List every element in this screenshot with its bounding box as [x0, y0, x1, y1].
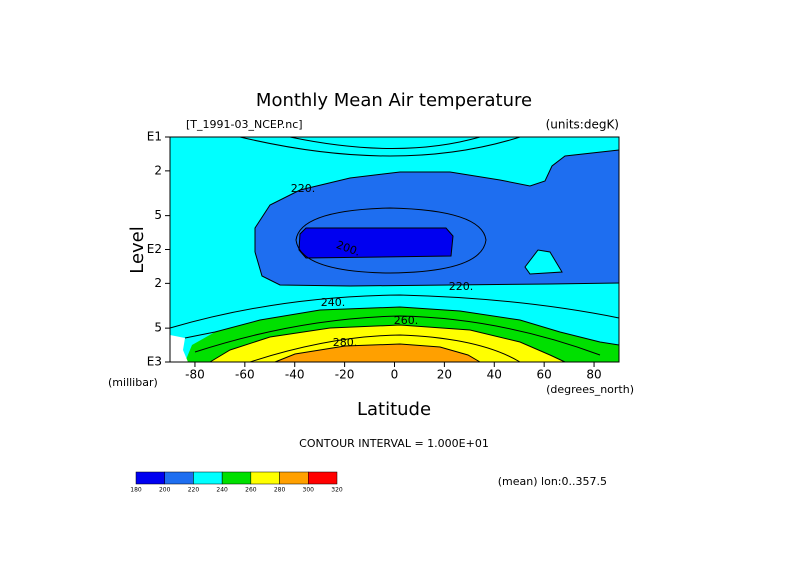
- contour-line: [239, 136, 521, 157]
- colorbar-label: 240: [216, 487, 228, 494]
- colorbar-box: [308, 471, 338, 485]
- contour-line: [194, 315, 601, 356]
- x-tick-label: -80: [185, 368, 205, 382]
- x-tick-label: -40: [285, 368, 305, 382]
- colorbar-label: 220: [188, 487, 200, 494]
- x-axis-label: Latitude: [357, 399, 431, 420]
- colorbar-label: 180: [130, 487, 142, 494]
- y-tick-label: 5: [154, 321, 162, 335]
- contour-fill: [299, 228, 453, 258]
- contour-label: 220.: [291, 182, 316, 195]
- colorbar-box: [250, 471, 280, 485]
- colorbar-label: 320: [331, 487, 343, 494]
- colorbar-box: [279, 471, 309, 485]
- x-tick-label: -20: [335, 368, 355, 382]
- y-tick-label: 2: [154, 163, 162, 177]
- footnote: (mean) lon:0..357.5: [498, 475, 607, 488]
- colorbar-label: 260: [245, 487, 257, 494]
- x-unit: (degrees_north): [546, 383, 634, 396]
- colorbar-box: [193, 471, 223, 485]
- subtitle-left: [T_1991-03_NCEP.nc]: [186, 118, 303, 131]
- y-tick-label: E2: [147, 242, 162, 256]
- x-tick-label: 0: [391, 368, 399, 382]
- colorbar-box: [135, 471, 165, 485]
- contour-line: [169, 294, 620, 329]
- contour-interval: CONTOUR INTERVAL = 1.000E+01: [299, 437, 489, 450]
- x-tick-label: -60: [235, 368, 255, 382]
- x-tick-label: 40: [487, 368, 502, 382]
- contour-line: [209, 324, 566, 363]
- contour-line: [298, 227, 454, 259]
- contour-label: 280.: [333, 336, 358, 349]
- contour-line: [254, 251, 620, 287]
- contour-line: [289, 136, 481, 149]
- y-tick-label: E1: [147, 130, 162, 144]
- y-tick-label: 2: [154, 276, 162, 290]
- contour-line: [249, 334, 521, 363]
- y-tick-label: 5: [154, 208, 162, 222]
- missing-area: [170, 335, 188, 362]
- y-axis-label: Level: [127, 226, 148, 274]
- contour-line: [524, 249, 563, 275]
- colorbar-label: 300: [303, 487, 315, 494]
- contour-line: [254, 149, 620, 252]
- colorbar-label: 280: [274, 487, 286, 494]
- contour-line: [274, 343, 481, 363]
- x-tick-label: 80: [586, 368, 601, 382]
- contour-label: 220.: [449, 280, 474, 293]
- colorbar-box: [164, 471, 194, 485]
- y-unit: (millibar): [108, 376, 158, 389]
- contour-fill: [275, 344, 480, 362]
- colorbar-label: 200: [159, 487, 171, 494]
- colorbar-box: [221, 471, 252, 485]
- contour-fill: [525, 250, 562, 274]
- x-tick-label: 20: [437, 368, 452, 382]
- x-tick-label: 60: [537, 368, 552, 382]
- contour-line: [184, 306, 620, 346]
- subtitle-right: (units:degK): [546, 118, 619, 132]
- contour-label: 240.: [321, 296, 346, 309]
- contour-line: [295, 207, 487, 274]
- contour-fill: [210, 325, 565, 362]
- y-tick-label: E3: [147, 355, 162, 369]
- chart-title: Monthly Mean Air temperature: [256, 90, 532, 111]
- contour-label: 260.: [394, 314, 419, 327]
